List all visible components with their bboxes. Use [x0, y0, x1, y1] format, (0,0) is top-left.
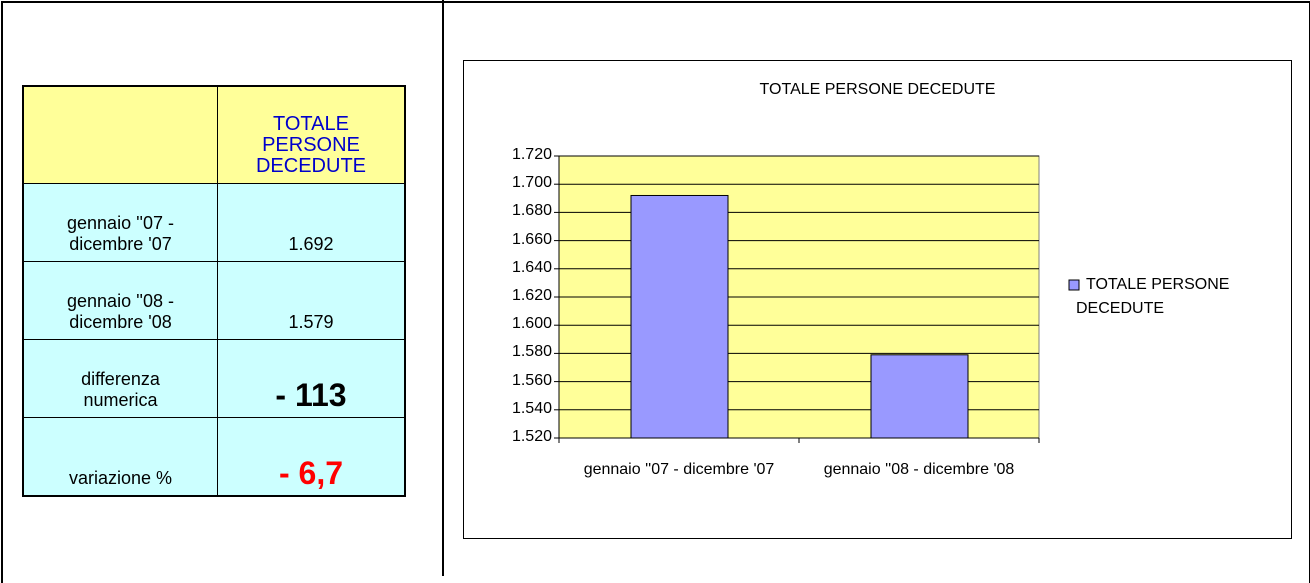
header-text: TOTALE PERSONE DECEDUTE [255, 113, 366, 177]
chart: TOTALE PERSONE DECEDUTE 1.520 1.540 1.560 1… [463, 60, 1292, 539]
legend-swatch [1068, 279, 1080, 291]
y-tick-label: 1.560 [511, 371, 552, 389]
value-cell: 1.692 [217, 183, 406, 262]
summary-table: TOTALE PERSONE DECEDUTE gennaio ''07 - d… [22, 85, 406, 497]
y-tick-label: 1.580 [511, 343, 552, 361]
y-tick-label: 1.700 [511, 174, 552, 192]
label-text: gennaio ''07 - dicembre '07 [67, 213, 174, 254]
chart-title: TOTALE PERSONE DECEDUTE [759, 81, 996, 98]
y-tick-label: 1.660 [511, 230, 552, 248]
bar [630, 194, 729, 439]
y-tick-label: 1.600 [511, 315, 552, 333]
bar [870, 354, 969, 439]
row-label: gennaio ''08 - dicembre '08 [22, 261, 218, 340]
divider [442, 0, 444, 576]
label-text: gennaio ''08 - dicembre '08 [67, 291, 174, 332]
header-cell [22, 85, 218, 184]
y-tick-label: 1.620 [511, 287, 552, 304]
header-cell: TOTALE PERSONE DECEDUTE [217, 85, 406, 184]
row-label: variazione % [22, 417, 218, 497]
value-cell: - 6,7 [217, 417, 406, 497]
label-text: differenza numerica [81, 369, 160, 410]
y-tick-label: 1.540 [511, 399, 552, 417]
x-tick-label: gennaio ''07 - dicembre '07 [583, 461, 775, 478]
row-label: differenza numerica [22, 339, 218, 418]
value-cell: - 113 [217, 339, 406, 418]
y-tick-label: 1.640 [511, 258, 552, 276]
row-label: gennaio ''07 - dicembre '07 [22, 183, 218, 262]
x-tick-label: gennaio ''08 - dicembre '08 [823, 461, 1015, 478]
chart-svg [554, 155, 1080, 443]
legend-label: TOTALE PERSONE DECEDUTE [1076, 276, 1230, 317]
value-cell: 1.579 [217, 261, 406, 340]
y-tick-label: 1.680 [511, 202, 552, 220]
y-tick-label: 1.720 [511, 146, 552, 163]
y-tick-label: 1.520 [511, 428, 552, 445]
